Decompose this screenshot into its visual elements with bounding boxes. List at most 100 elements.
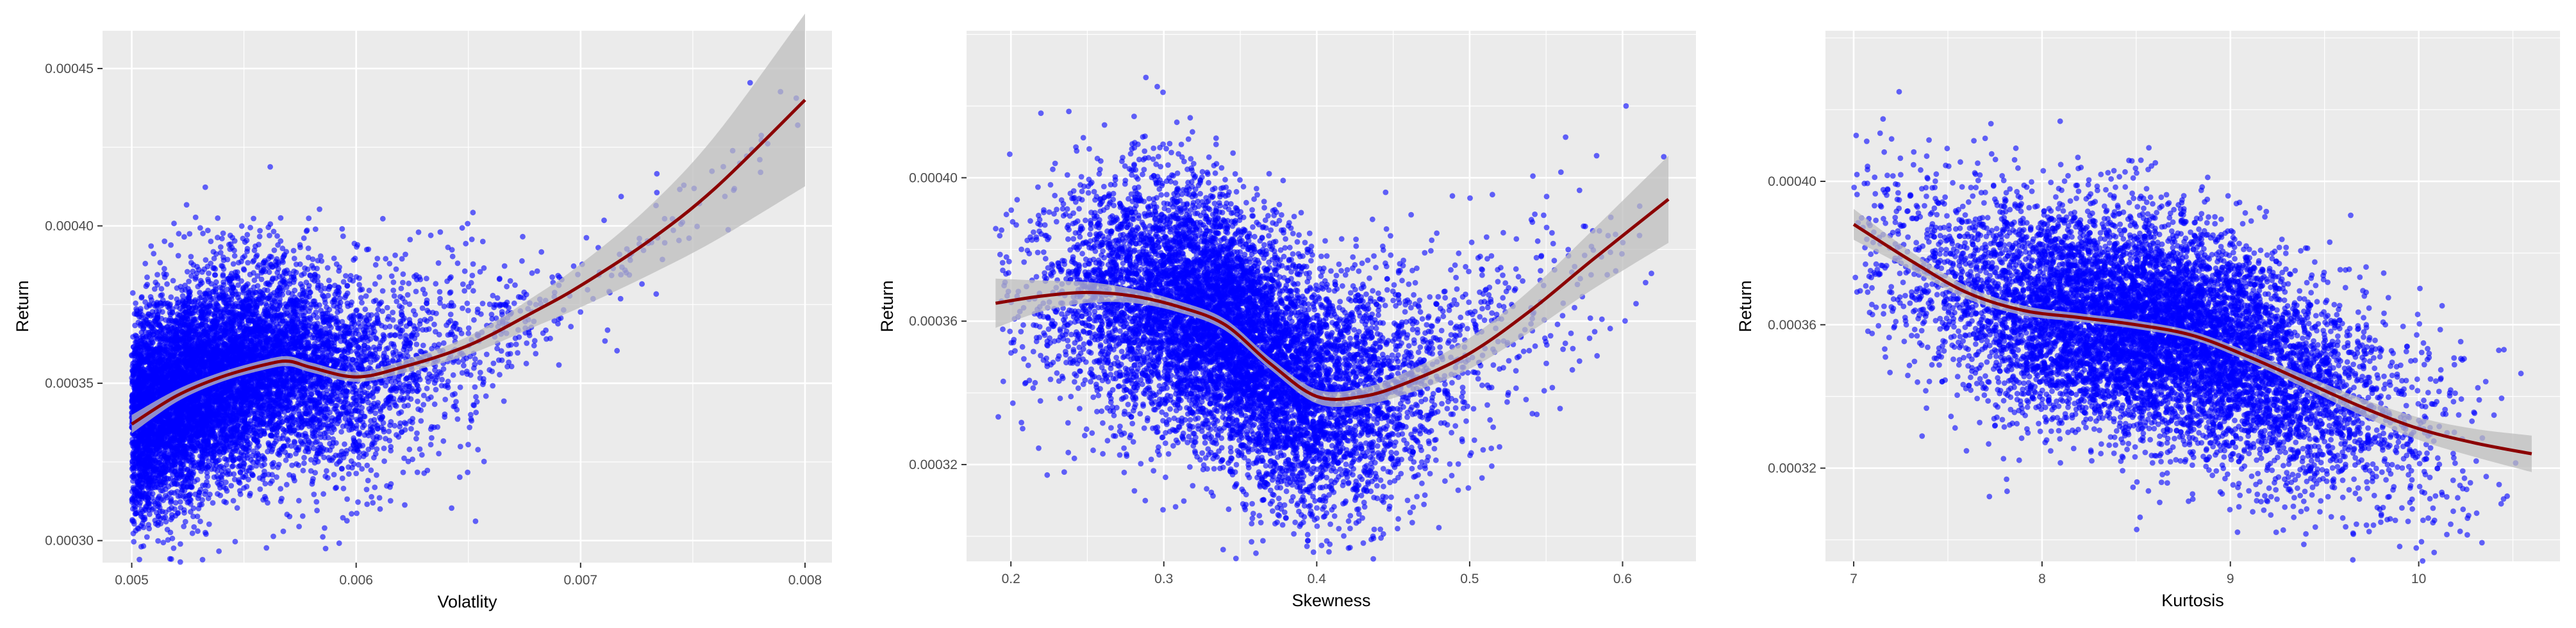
data-point	[148, 243, 154, 249]
data-point	[424, 276, 429, 281]
data-point	[208, 238, 214, 245]
data-point	[486, 367, 493, 373]
data-point	[340, 423, 346, 429]
data-point	[263, 545, 270, 551]
data-point	[185, 499, 190, 506]
data-point	[391, 293, 397, 299]
data-point	[386, 428, 392, 434]
data-point	[578, 309, 584, 315]
data-point	[265, 224, 272, 231]
data-point	[414, 469, 420, 475]
data-point	[220, 266, 227, 272]
data-point	[256, 233, 263, 240]
data-point	[449, 253, 456, 260]
data-point	[301, 454, 307, 461]
data-point	[258, 276, 265, 283]
data-point	[534, 268, 540, 274]
data-point	[228, 483, 235, 489]
data-point	[301, 235, 307, 242]
data-point	[199, 557, 206, 563]
data-point	[473, 409, 479, 416]
data-point	[194, 477, 201, 483]
data-point	[365, 446, 372, 452]
data-point	[363, 486, 370, 493]
data-point	[223, 479, 229, 486]
data-point	[460, 358, 467, 363]
data-point	[419, 305, 426, 311]
data-point	[131, 539, 137, 545]
data-point	[497, 372, 503, 378]
data-point	[447, 311, 454, 317]
data-point	[289, 462, 295, 468]
data-point	[181, 234, 187, 240]
data-point	[390, 279, 397, 285]
data-point	[158, 488, 164, 493]
data-point	[614, 347, 620, 354]
data-point	[428, 442, 434, 448]
data-point	[440, 340, 447, 346]
data-point	[232, 538, 238, 545]
data-point	[654, 170, 660, 177]
data-point	[169, 481, 175, 488]
data-point	[151, 251, 157, 257]
data-point	[256, 262, 262, 268]
data-point	[168, 294, 174, 301]
data-point	[154, 272, 160, 277]
data-point	[245, 476, 251, 483]
data-point	[278, 486, 284, 492]
data-point	[336, 540, 342, 547]
data-point	[267, 253, 273, 260]
data-point	[498, 348, 504, 354]
data-point	[144, 274, 150, 281]
data-point	[507, 278, 513, 284]
data-point	[424, 385, 430, 392]
data-point	[344, 496, 350, 502]
data-point	[376, 434, 383, 441]
data-point	[347, 273, 354, 279]
data-point	[131, 518, 137, 524]
data-point	[404, 292, 411, 298]
data-point	[313, 310, 319, 315]
data-point	[512, 335, 519, 342]
data-point	[133, 300, 139, 306]
data-point	[182, 518, 188, 525]
data-point	[304, 227, 310, 233]
data-point	[400, 271, 406, 277]
data-point	[320, 491, 326, 497]
data-point	[262, 481, 269, 487]
data-point	[211, 474, 217, 480]
data-point	[217, 484, 223, 491]
data-point	[177, 493, 183, 499]
data-point	[415, 229, 422, 235]
data-point	[511, 300, 517, 306]
data-point	[215, 491, 220, 497]
data-point	[512, 282, 518, 288]
data-point	[428, 232, 434, 238]
data-point	[297, 244, 303, 251]
data-point	[354, 307, 360, 313]
data-point	[331, 472, 337, 477]
data-point	[184, 269, 190, 275]
data-point	[299, 513, 306, 519]
data-point	[276, 461, 282, 468]
data-point	[231, 471, 237, 477]
data-point	[270, 228, 277, 235]
data-point	[433, 386, 439, 393]
data-point	[436, 289, 443, 295]
data-point	[199, 280, 205, 286]
data-point	[170, 545, 177, 551]
data-point	[439, 377, 445, 383]
data-point	[490, 383, 496, 389]
data-point	[393, 266, 399, 272]
panel-1: 0.005 0.006 0.007 0.0080.000300.000350.0004…	[13, 13, 832, 611]
data-point	[296, 524, 302, 529]
data-point	[129, 290, 136, 296]
data-point	[387, 498, 394, 504]
data-point	[179, 293, 186, 299]
data-point	[465, 308, 471, 313]
data-point	[333, 402, 338, 409]
data-point	[463, 240, 469, 247]
data-point	[197, 518, 203, 525]
data-point	[473, 393, 479, 400]
data-point	[168, 516, 174, 523]
